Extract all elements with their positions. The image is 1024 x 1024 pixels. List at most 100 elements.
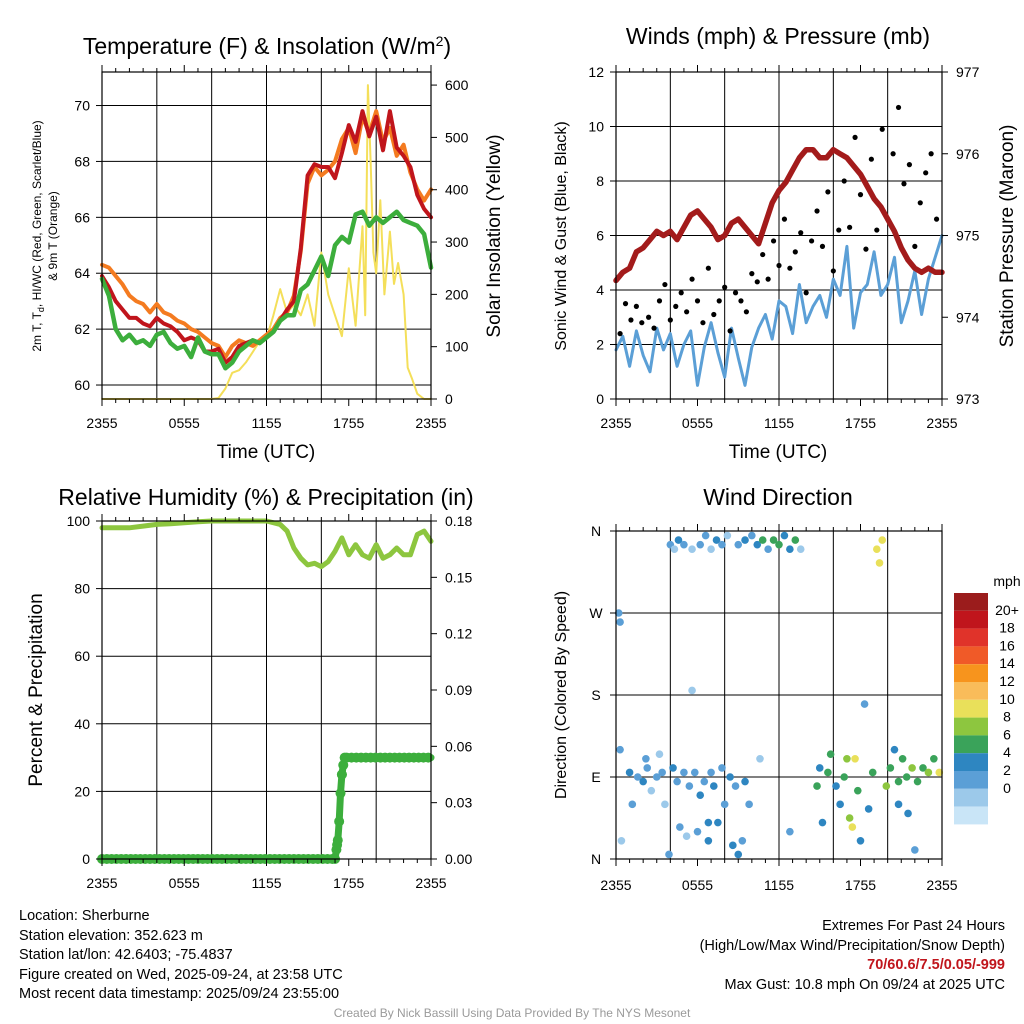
p3-xtick-label: 2355 (86, 875, 117, 891)
gust-point (819, 243, 826, 249)
p1-y2tick-label: 600 (445, 77, 469, 93)
direction-point (756, 754, 764, 763)
colorbar-label: 8 (1003, 709, 1011, 725)
gust-point (923, 170, 929, 176)
gust-point (928, 151, 934, 157)
direction-point (731, 782, 740, 790)
p3-ytick-label: 40 (74, 716, 90, 732)
direction-point (911, 846, 919, 854)
direction-point (616, 618, 624, 626)
gust-point (722, 284, 728, 290)
colorbar-swatch (954, 593, 988, 611)
p2-ytick-label: 6 (596, 228, 604, 244)
gust-point (852, 134, 858, 140)
wind-direction-panel: Wind Direction 2355 0555 1155 1755 2355 N W S E N… (553, 484, 1021, 893)
direction-point (780, 531, 789, 540)
direction-point (860, 700, 869, 708)
p1-y2tick-label: 0 (445, 391, 453, 407)
direction-point (701, 531, 710, 540)
direction-point (696, 791, 705, 800)
direction-point (930, 754, 938, 763)
temperature-ylabel-line1: 2m T, Td, HI/WC (Red, Green, Scarlet/Blu… (30, 120, 46, 351)
precipitation-point (423, 752, 434, 763)
direction-point (904, 809, 912, 818)
colorbar-label: 4 (1003, 744, 1011, 760)
p2-y2tick-label: 975 (956, 228, 980, 244)
direction-point (753, 540, 762, 549)
p1-ytick-label: 60 (74, 377, 90, 393)
p1-ytick-label: 62 (74, 321, 90, 337)
pressure-line (613, 146, 945, 284)
winds-xlabel: Time (UTC) (729, 442, 828, 463)
gust-point (895, 104, 902, 111)
humidity-grid (102, 520, 431, 860)
direction-point (848, 823, 857, 831)
direction-point (718, 540, 726, 549)
colorbar-label: 0 (1003, 780, 1011, 796)
p3-ytick-label: 100 (67, 513, 91, 529)
p1-ytick-label: 66 (74, 209, 90, 225)
direction-point (868, 768, 877, 777)
colorbar-title: mph (993, 573, 1020, 589)
gust-point (770, 238, 777, 244)
colorbar-swatch (954, 646, 988, 665)
gust-point (646, 314, 652, 320)
sonic-wind-line (614, 234, 944, 387)
gust-point (700, 320, 706, 326)
direction-point (815, 764, 824, 772)
direction-point (856, 836, 865, 845)
p3-y2tick-label: 0.00 (445, 851, 472, 867)
direction-point (748, 531, 756, 540)
direction-point (769, 536, 778, 544)
p4-xtick-label: 1755 (845, 877, 876, 893)
p2-ytick-label: 2 (596, 337, 604, 353)
direction-point (617, 836, 626, 845)
p2-ytick-label: 12 (588, 64, 604, 80)
direction-point (734, 850, 743, 859)
p1-ytick-label: 68 (74, 153, 90, 169)
winds-chart-title: Winds (mph) & Pressure (mb) (626, 23, 930, 49)
temperature-panel: Temperature (F) & Insolation (W/m2) 2355… (30, 33, 505, 463)
direction-point (642, 754, 650, 763)
created-text: Figure created on Wed, 2025-09-24, at 23… (19, 966, 343, 983)
gust-point (727, 328, 733, 334)
gust-point (906, 162, 913, 168)
wind-direction-series (614, 531, 944, 859)
direction-point (764, 545, 772, 554)
p4-xtick-label: 2355 (926, 877, 957, 893)
gust-point (847, 224, 853, 230)
p1-y2tick-label: 100 (445, 339, 469, 355)
colorbar-swatch (954, 788, 988, 807)
p3-xtick-label: 2355 (415, 875, 446, 891)
direction-point (690, 768, 699, 777)
gust-point (912, 243, 918, 249)
p3-y2tick-label: 0.09 (445, 682, 472, 698)
p2-ytick-label: 4 (596, 282, 604, 298)
colorbar-swatch (954, 610, 988, 629)
direction-point (726, 773, 734, 781)
p4-xtick-label: 2355 (600, 877, 631, 893)
direction-point (718, 764, 726, 772)
p2-y2tick-label: 977 (956, 64, 980, 80)
p2-xtick-label: 2355 (600, 415, 631, 431)
direction-point (898, 754, 907, 763)
direction-point (616, 745, 624, 754)
colorbar-label: 6 (1003, 726, 1011, 742)
direction-point (894, 800, 903, 809)
p1-y2tick-label: 300 (445, 234, 469, 250)
gust-point (890, 151, 896, 157)
gust-point (798, 230, 804, 236)
direction-point (688, 545, 696, 554)
direction-point (908, 764, 916, 772)
direction-point (878, 536, 887, 544)
direction-point (707, 545, 715, 554)
p4-ytick-label: W (589, 605, 603, 621)
colorbar-swatch (954, 806, 988, 825)
direction-point (680, 540, 688, 549)
p2-xtick-label: 1155 (764, 415, 794, 431)
colorbar-label: 2 (1003, 762, 1011, 778)
colorbar-swatch (954, 753, 988, 771)
direction-point (682, 832, 691, 841)
colorbar-swatch (954, 717, 988, 736)
